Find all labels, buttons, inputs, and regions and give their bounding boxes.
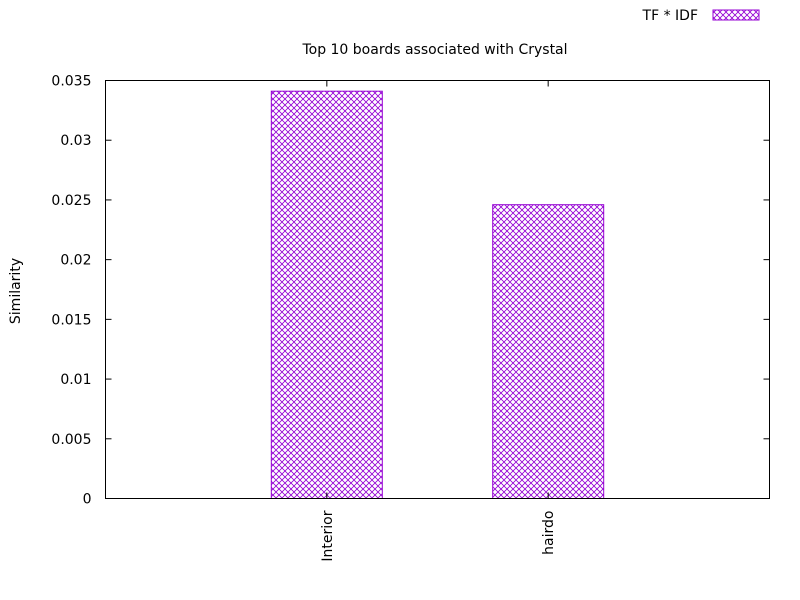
y-tick-label: 0.015 — [51, 312, 91, 328]
x-tick-label: hairdo — [541, 511, 557, 555]
bars-group — [270, 90, 605, 499]
y-ticks-group: 0 0.005 0.01 0.015 0.02 0.025 0.03 0.035 — [51, 74, 770, 508]
x-tick-labels-group: Interior hairdo — [320, 510, 557, 561]
bar-interior — [270, 90, 383, 499]
legend-label: TF * IDF — [642, 8, 698, 24]
bar-hairdo — [492, 204, 605, 499]
y-tick-label: 0.03 — [60, 133, 91, 149]
y-tick-label: 0.005 — [51, 432, 91, 448]
y-axis-label: Similarity — [8, 258, 24, 324]
y-tick-label: 0.035 — [51, 74, 91, 90]
y-tick-label: 0 — [83, 492, 92, 508]
y-tick-label: 0.01 — [60, 372, 91, 388]
plot-frame — [105, 80, 770, 499]
chart-title: Top 10 boards associated with Crystal — [301, 42, 567, 58]
legend: TF * IDF — [642, 8, 760, 24]
y-tick-label: 0.025 — [51, 193, 91, 209]
legend-swatch — [712, 9, 760, 21]
y-tick-label: 0.02 — [60, 253, 91, 269]
x-tick-label: Interior — [320, 510, 336, 561]
